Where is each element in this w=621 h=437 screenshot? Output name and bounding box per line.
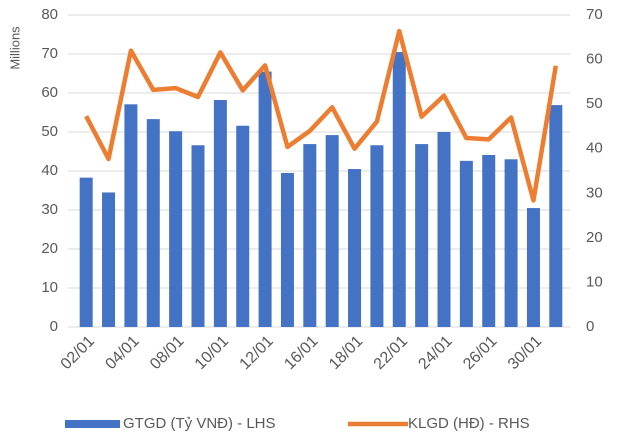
y2-tick-label: 40: [586, 140, 603, 157]
bar: [102, 192, 116, 327]
y-tick-label: 0: [50, 318, 58, 335]
x-tick-label: 02/01: [58, 333, 98, 373]
y-tick-label: 30: [41, 201, 58, 218]
bar: [169, 131, 183, 327]
line: [84, 28, 559, 203]
x-tick-label: 12/01: [237, 333, 277, 373]
y2-tick-label: 30: [586, 184, 603, 201]
bar: [392, 52, 406, 328]
y-tick-label: 80: [41, 6, 58, 23]
bar: [482, 155, 496, 327]
legend-label: KLGD (HĐ) - RHS: [408, 415, 530, 432]
bar: [124, 104, 138, 327]
bar: [191, 145, 205, 327]
x-tick-label: 04/01: [102, 333, 142, 373]
x-tick-label: 08/01: [147, 333, 187, 373]
y-axis-label: Millions: [7, 26, 22, 70]
x-tick-label: 16/01: [281, 333, 321, 373]
bar: [258, 71, 272, 327]
x-tick-label: 30/01: [505, 333, 545, 373]
y-tick-label: 40: [41, 162, 58, 179]
y-tick-label: 50: [41, 123, 58, 140]
bar: [549, 105, 563, 327]
y2-tick-label: 60: [586, 51, 603, 68]
y-tick-label: 20: [41, 240, 58, 257]
bar: [325, 135, 339, 327]
legend-label: GTGD (Tỷ VNĐ) - LHS: [123, 415, 276, 432]
y2-tick-label: 70: [586, 6, 603, 23]
bar: [79, 177, 93, 327]
y-tick-label: 60: [41, 84, 58, 101]
bar: [236, 125, 250, 327]
bar: [459, 160, 473, 327]
bar: [437, 132, 451, 327]
bar: [504, 159, 518, 327]
x-tick-label: 18/01: [326, 333, 366, 373]
bar: [146, 119, 160, 327]
bar: [280, 172, 294, 327]
bar: [370, 145, 384, 327]
legend-key: [65, 420, 120, 428]
bar: [526, 208, 540, 327]
y2-tick-label: 50: [586, 95, 603, 112]
bar: [348, 169, 362, 327]
y-tick-label: 70: [41, 45, 58, 62]
bar: [213, 100, 227, 328]
y2-tick-label: 0: [586, 318, 594, 335]
bar: [303, 144, 317, 327]
y2-tick-label: 20: [586, 229, 603, 246]
x-tick-label: 10/01: [192, 333, 232, 373]
x-tick-label: 26/01: [460, 333, 500, 373]
x-tick-label: 24/01: [415, 333, 455, 373]
bar: [415, 144, 429, 327]
x-tick-label: 22/01: [371, 333, 411, 373]
y-tick-label: 10: [41, 279, 58, 296]
y2-tick-label: 10: [586, 273, 603, 290]
